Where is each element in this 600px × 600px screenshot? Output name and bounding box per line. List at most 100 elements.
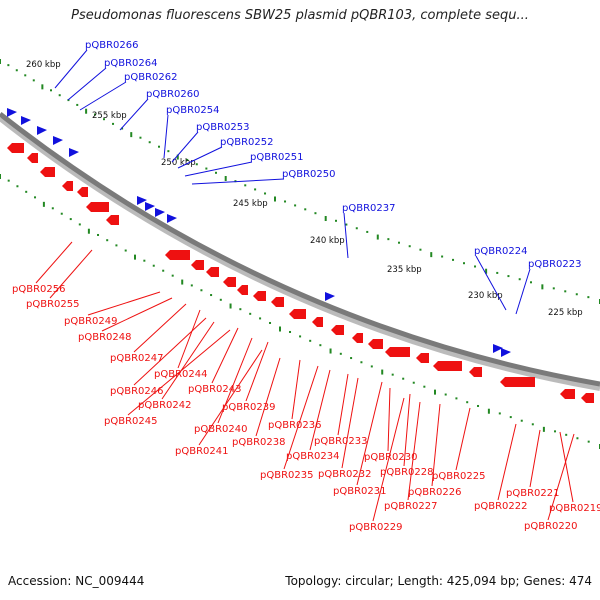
track-dot [205, 167, 208, 170]
track-dot [370, 365, 373, 368]
track-dot [200, 289, 203, 292]
track-dot [264, 192, 267, 195]
leader-line [291, 359, 301, 420]
forward-gene-arrow [501, 348, 511, 357]
track-dot [487, 408, 490, 414]
leader-line [475, 255, 507, 311]
forward-gene-arrow [37, 126, 47, 135]
track-dot [0, 174, 1, 179]
reverse-gene-arrow [385, 347, 410, 357]
reverse-gene-arrow [206, 267, 219, 277]
leader-line [177, 309, 201, 369]
leader-line [191, 178, 285, 185]
track-dot [224, 176, 227, 182]
reverse-gene-label: pQBR0232 [318, 469, 371, 480]
track-dot [215, 171, 217, 174]
leader-line [403, 393, 411, 467]
forward-gene-arrow [167, 214, 177, 223]
track-dot [158, 145, 160, 148]
track-dot [408, 245, 411, 248]
forward-gene-arrow [155, 208, 165, 217]
leader-line [101, 297, 173, 332]
leader-line [161, 321, 215, 400]
forward-gene-arrow [21, 116, 31, 125]
forward-gene-label: pQBR0266 [85, 40, 138, 51]
reverse-gene-label: pQBR0244 [154, 369, 207, 380]
leader-line [127, 329, 231, 416]
track-dot [106, 239, 109, 242]
forward-gene-arrow [145, 202, 155, 211]
reverse-gene-arrow [469, 367, 482, 377]
track-dot [452, 258, 455, 261]
track-dot [355, 227, 358, 230]
coordinate-ticks: 260 kbp 255 kbp 250 kbp 245 kbp 240 kbp 235 k… [26, 60, 583, 318]
plasmid-backbone [0, 112, 600, 391]
track-dot [360, 361, 363, 364]
leader-line [198, 349, 263, 446]
leader-line [133, 303, 187, 353]
forward-gene-label: pQBR0223 [528, 259, 581, 270]
forward-gene-arrow [53, 136, 63, 145]
track-dot [398, 241, 400, 244]
track-dot [219, 298, 222, 301]
track-dot [41, 84, 44, 90]
track-dot [477, 404, 480, 407]
track-dot [387, 238, 390, 241]
track-dot [176, 154, 179, 160]
reverse-gene-arrow [191, 260, 204, 270]
reverse-gene-label: pQBR0225 [432, 471, 485, 482]
forward-gene-arrow [493, 344, 503, 353]
leader-line [337, 373, 349, 436]
track-dot [565, 433, 568, 436]
track-dot [575, 293, 578, 296]
leader-line [163, 114, 169, 159]
reverse-gene-arrow [433, 361, 462, 371]
forward-gene-arrow [325, 292, 335, 301]
track-dot [210, 294, 213, 297]
track-dot [139, 136, 142, 139]
reverse-gene-arrow [368, 339, 383, 349]
track-dot [423, 385, 426, 388]
track-dot [576, 437, 579, 440]
track-dot [463, 262, 465, 265]
track-dot [254, 188, 257, 191]
track-dot [259, 317, 262, 320]
track-dot [444, 393, 447, 396]
reverse-gene-arrow [86, 202, 109, 212]
forward-gene-labels: pQBR0266 pQBR0264 pQBR0262 pQBR0260 pQBR0254… [54, 40, 581, 315]
track-dot [16, 185, 19, 188]
reverse-gene-arrow [106, 215, 119, 225]
leader-line [79, 81, 127, 111]
reverse-gene-arrow [312, 317, 323, 327]
summary-text: Topology: circular; Length: 425,094 bp; … [285, 574, 592, 588]
tick-label: 260 kbp [26, 60, 61, 70]
track-dot [112, 122, 115, 125]
track-dot [124, 249, 127, 252]
reverse-gene-arrow [416, 353, 429, 363]
track-dot [518, 278, 521, 281]
leader-line [431, 403, 441, 487]
track-dot [345, 223, 348, 226]
track-dot [186, 158, 189, 161]
track-dot [412, 381, 415, 384]
track-dot [391, 373, 394, 376]
leader-line [529, 429, 541, 488]
leader-line [407, 401, 421, 501]
forward-gene-arrow [137, 196, 147, 205]
track-dot [0, 59, 1, 64]
track-dot [7, 64, 10, 67]
reverse-gene-arrow [581, 393, 594, 403]
reverse-gene-label: pQBR0249 [64, 316, 117, 327]
forward-gene-label: pQBR0253 [196, 122, 249, 133]
leader-line [497, 423, 517, 501]
reverse-gene-arrow [62, 181, 73, 191]
leader-line [343, 212, 349, 259]
track-dot [520, 419, 523, 422]
leader-line [184, 161, 253, 177]
track-dot [87, 228, 90, 234]
track-dot [32, 79, 35, 82]
track-dot [274, 196, 276, 202]
track-dot [171, 274, 174, 277]
leader-line [211, 327, 239, 384]
reverse-gene-label: pQBR0221 [506, 488, 559, 499]
